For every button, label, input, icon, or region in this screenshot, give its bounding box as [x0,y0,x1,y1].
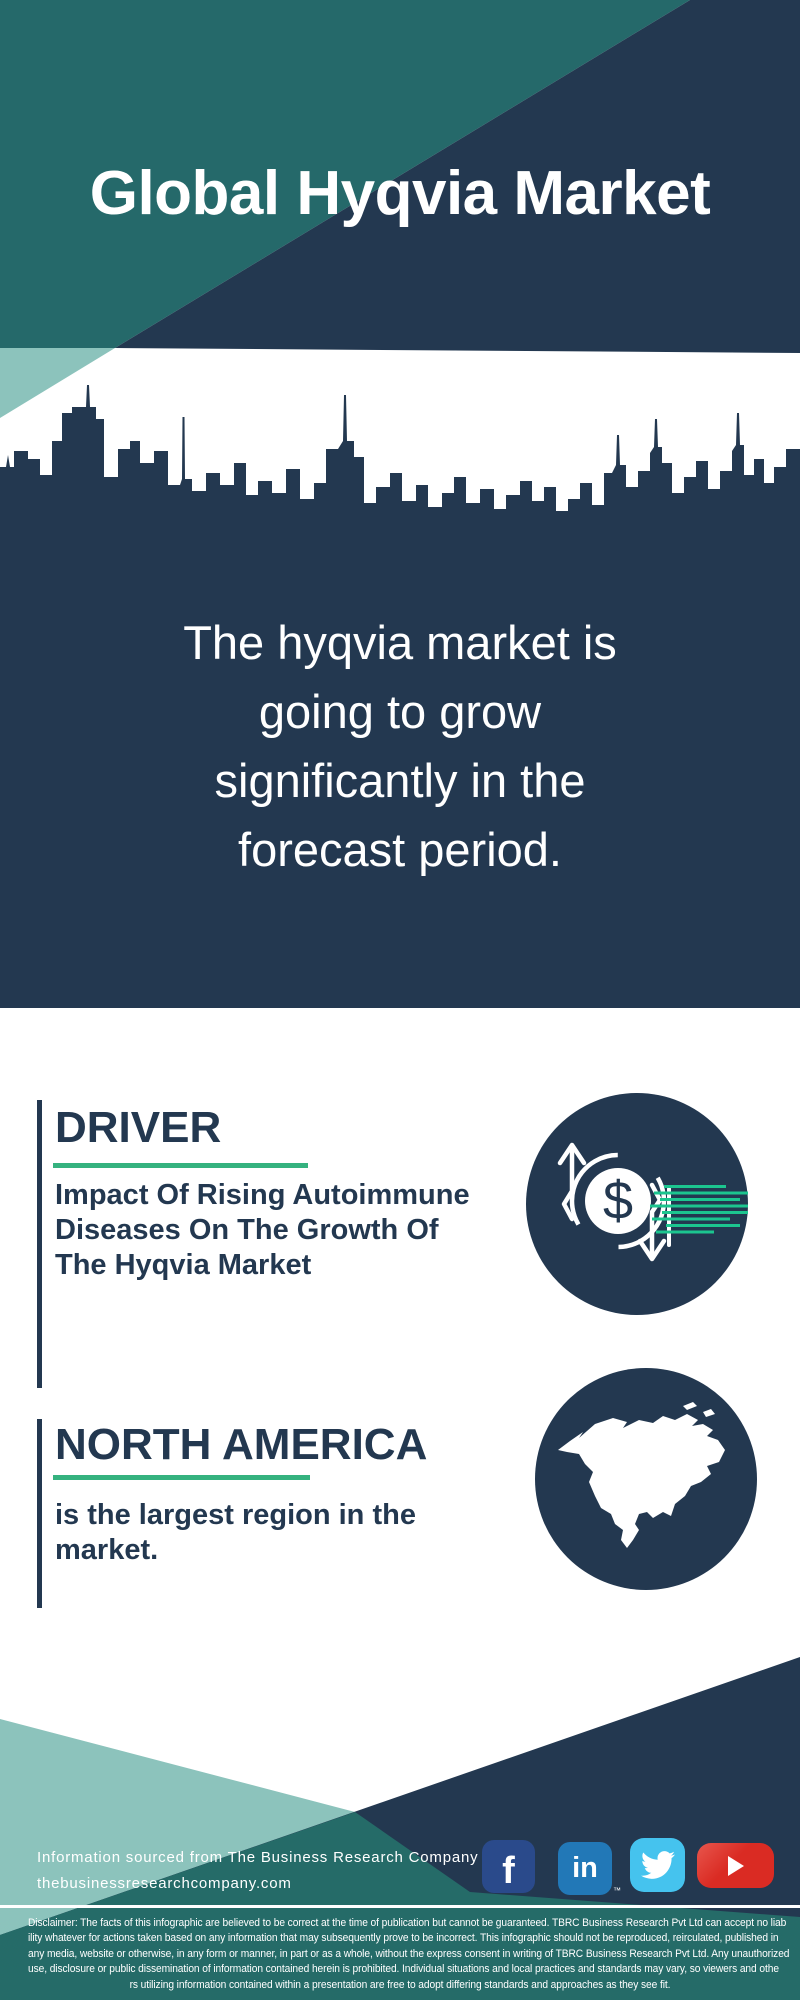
hero-quote: The hyqvia market is going to grow signi… [0,608,800,884]
source-line: Information sourced from The Business Re… [37,1849,479,1866]
page-title: Global Hyqvia Market [89,159,711,228]
disclaimer-line: use, disclosure or public dissemination … [28,1963,779,1976]
driver-underline [53,1163,308,1168]
hero-quote-line: forecast period. [238,823,562,876]
linkedin-icon[interactable]: in [558,1842,612,1895]
website-link[interactable]: thebusinessresearchcompany.com [37,1875,292,1892]
hero-quote-line: The hyqvia market is [183,616,617,669]
north-america-body-line: is the largest region in the [55,1499,416,1531]
north-america-body-line: market. [55,1534,159,1566]
disclaimer-line: Disclaimer: The facts of this infographi… [28,1917,787,1929]
money-growth-cycle-icon: $ [526,1093,748,1315]
north-america-body: is the largest region in the market. [55,1498,416,1568]
disclaimer-line: any media, website or otherwise, in any … [28,1947,790,1960]
north-america-accent-bar [37,1419,42,1608]
linkedin-in-glyph: in [572,1852,598,1884]
disclaimer-line: ility whatever for actions taken based o… [28,1932,779,1945]
disclaimer: Disclaimer: The facts of this infographi… [0,1916,800,1993]
driver-heading: DRIVER [55,1103,222,1152]
facebook-icon[interactable]: f [482,1840,535,1893]
youtube-icon[interactable] [697,1843,774,1888]
hero-quote-line: going to grow [258,685,542,738]
disclaimer-line: rs utilizing information contained withi… [129,1978,671,1991]
driver-body-line: The Hyqvia Market [55,1249,312,1281]
facebook-f-glyph: f [502,1850,515,1892]
north-america-map-icon [535,1368,757,1590]
city-skyline-icon [0,385,800,545]
driver-accent-bar [37,1100,42,1388]
driver-body: Impact Of Rising Autoimmune Diseases On … [55,1178,470,1283]
north-america-underline [53,1475,310,1480]
driver-body-line: Diseases On The Growth Of [55,1214,439,1246]
twitter-bird-glyph [640,1851,675,1879]
youtube-play-glyph [727,1855,744,1876]
footer-divider [0,1905,800,1908]
hero-navy-band [0,544,800,1008]
dollar-symbol: $ [603,1171,633,1231]
linkedin-trademark: ™ [613,1886,621,1895]
hero-quote-line: significantly in the [214,754,586,807]
driver-body-line: Impact Of Rising Autoimmune [55,1179,470,1211]
source-attribution: Information sourced from The Business Re… [37,1845,478,1897]
twitter-icon[interactable] [630,1838,685,1892]
north-america-heading: NORTH AMERICA [55,1420,428,1469]
